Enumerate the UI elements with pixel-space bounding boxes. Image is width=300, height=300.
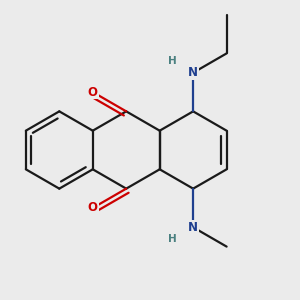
Text: O: O [88, 85, 98, 98]
Text: H: H [167, 234, 176, 244]
Text: N: N [188, 221, 198, 234]
Text: N: N [188, 66, 198, 79]
Text: H: H [167, 56, 176, 66]
Text: O: O [88, 202, 98, 214]
